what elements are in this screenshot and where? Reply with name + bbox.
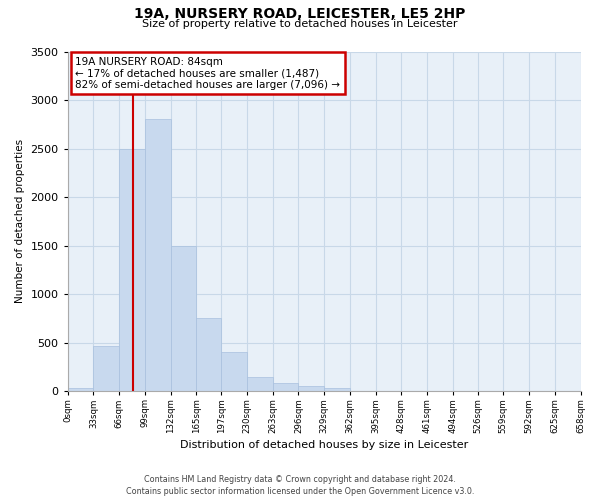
Text: 19A NURSERY ROAD: 84sqm
← 17% of detached houses are smaller (1,487)
82% of semi: 19A NURSERY ROAD: 84sqm ← 17% of detache… [76, 56, 340, 90]
Bar [272, 384, 298, 391]
Text: Contains HM Land Registry data © Crown copyright and database right 2024.
Contai: Contains HM Land Registry data © Crown c… [126, 474, 474, 496]
Text: 19A, NURSERY ROAD, LEICESTER, LE5 2HP: 19A, NURSERY ROAD, LEICESTER, LE5 2HP [134, 8, 466, 22]
Bar [119, 148, 145, 391]
Bar [298, 386, 324, 391]
Bar [170, 246, 196, 391]
Text: Size of property relative to detached houses in Leicester: Size of property relative to detached ho… [142, 19, 458, 29]
Y-axis label: Number of detached properties: Number of detached properties [15, 140, 25, 304]
Bar [94, 346, 119, 391]
Bar [145, 120, 170, 391]
Bar [68, 388, 94, 391]
Bar [221, 352, 247, 391]
X-axis label: Distribution of detached houses by size in Leicester: Distribution of detached houses by size … [180, 440, 468, 450]
Bar [196, 318, 221, 391]
Bar [247, 376, 272, 391]
Bar [324, 388, 350, 391]
